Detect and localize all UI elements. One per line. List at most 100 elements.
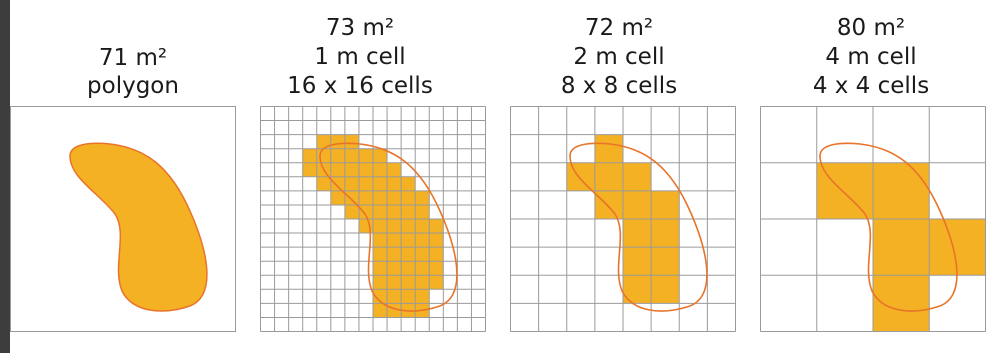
filled-cell — [387, 289, 402, 304]
filled-cell — [415, 289, 430, 304]
filled-cell — [401, 190, 416, 205]
panel-grid-8-cell-count: 8 x 8 cells — [560, 73, 678, 99]
diagram-canvas: 71 m² polygon 73 m² 1 m cell 16 x 16 cel… — [10, 0, 986, 353]
filled-cell — [594, 162, 624, 191]
panel-grid-16-area: 73 m² — [325, 15, 395, 41]
filled-cell — [594, 134, 624, 163]
grid-4-grid-lines — [760, 106, 986, 332]
filled-cell — [401, 219, 416, 234]
filled-cell — [330, 162, 345, 177]
panel-grid-8-cell-size: 2 m cell — [573, 44, 665, 70]
filled-cell — [651, 247, 680, 276]
filled-cell — [330, 190, 345, 205]
filled-cell — [316, 176, 331, 191]
filled-cell — [429, 219, 444, 234]
polygon-figure — [10, 106, 236, 332]
filled-cell — [344, 148, 359, 163]
filled-cell — [387, 233, 402, 248]
grid-16-polygon-outline — [319, 142, 458, 312]
filled-cell — [929, 219, 986, 276]
filled-cell — [373, 176, 388, 191]
filled-cell — [429, 275, 444, 290]
grid-16-figure — [260, 106, 486, 332]
filled-cell — [387, 204, 402, 219]
filled-cell — [373, 148, 388, 163]
filled-cell — [401, 176, 416, 191]
filled-cell — [302, 148, 317, 163]
filled-cell — [373, 261, 388, 276]
grid-4-filled-cells — [816, 162, 986, 332]
filled-cell — [651, 219, 680, 248]
filled-cell — [623, 219, 652, 248]
filled-cell — [429, 261, 444, 276]
filled-cell — [358, 162, 373, 177]
filled-cell — [429, 247, 444, 262]
filled-cell — [387, 247, 402, 262]
filled-cell — [373, 275, 388, 290]
grid-16-grid-lines — [260, 106, 486, 332]
filled-cell — [387, 275, 402, 290]
filled-cell — [302, 162, 317, 177]
panel-grid-4-cell-count: 4 x 4 cells — [812, 73, 930, 99]
grid-8-grid-lines — [510, 106, 736, 332]
panel-polygon-caption: polygon — [87, 73, 179, 99]
filled-cell — [387, 219, 402, 234]
filled-cell — [623, 162, 652, 191]
filled-cell — [415, 219, 430, 234]
filled-cell — [415, 247, 430, 262]
filled-cell — [344, 176, 359, 191]
filled-cell — [387, 176, 402, 191]
filled-cell — [373, 190, 388, 205]
filled-cell — [373, 162, 388, 177]
grid-4-polygon-outline — [819, 142, 958, 312]
filled-cell — [623, 190, 652, 220]
filled-cell — [387, 190, 402, 205]
grid-4-figure — [760, 106, 986, 332]
filled-cell — [358, 148, 373, 163]
grid-8-filled-cells — [566, 134, 680, 304]
filled-cell — [373, 303, 388, 318]
filled-cell — [330, 176, 345, 191]
filled-cell — [373, 219, 388, 234]
panel-grid-4-cell-size: 4 m cell — [825, 44, 917, 70]
panel-grid-16-cell-count: 16 x 16 cells — [287, 73, 433, 99]
filled-cell — [330, 148, 345, 163]
panel-polygon-area: 71 m² — [98, 45, 168, 71]
filled-cell — [651, 275, 680, 304]
filled-cell — [373, 247, 388, 262]
filled-cell — [873, 219, 930, 276]
filled-cell — [401, 233, 416, 248]
filled-cell — [344, 204, 359, 219]
filled-cell — [373, 289, 388, 304]
filled-cell — [415, 204, 430, 219]
filled-cell — [566, 162, 595, 191]
filled-cell — [387, 162, 402, 177]
filled-cell — [373, 204, 388, 219]
filled-cell — [387, 261, 402, 276]
panel-grid-8-area: 72 m² — [584, 15, 654, 41]
filled-cell — [316, 134, 331, 149]
filled-cell — [330, 134, 345, 149]
filled-cell — [415, 275, 430, 290]
filled-cell — [401, 247, 416, 262]
filled-cell — [623, 247, 652, 276]
panel-grid-4-area: 80 m² — [836, 15, 906, 41]
grid-8-figure — [510, 106, 736, 332]
grid-8-polygon-outline — [569, 142, 708, 312]
filled-cell — [344, 162, 359, 177]
filled-cell — [401, 275, 416, 290]
filled-cell — [651, 190, 680, 220]
filled-cell — [873, 162, 930, 219]
filled-cell — [415, 190, 430, 205]
polygon-shape — [69, 142, 208, 312]
filled-cell — [316, 148, 331, 163]
filled-cell — [415, 233, 430, 248]
filled-cell — [401, 261, 416, 276]
filled-cell — [429, 233, 444, 248]
filled-cell — [344, 190, 359, 205]
filled-cell — [358, 204, 373, 219]
filled-cell — [358, 176, 373, 191]
filled-cell — [401, 204, 416, 219]
filled-cell — [373, 233, 388, 248]
filled-cell — [594, 190, 624, 220]
